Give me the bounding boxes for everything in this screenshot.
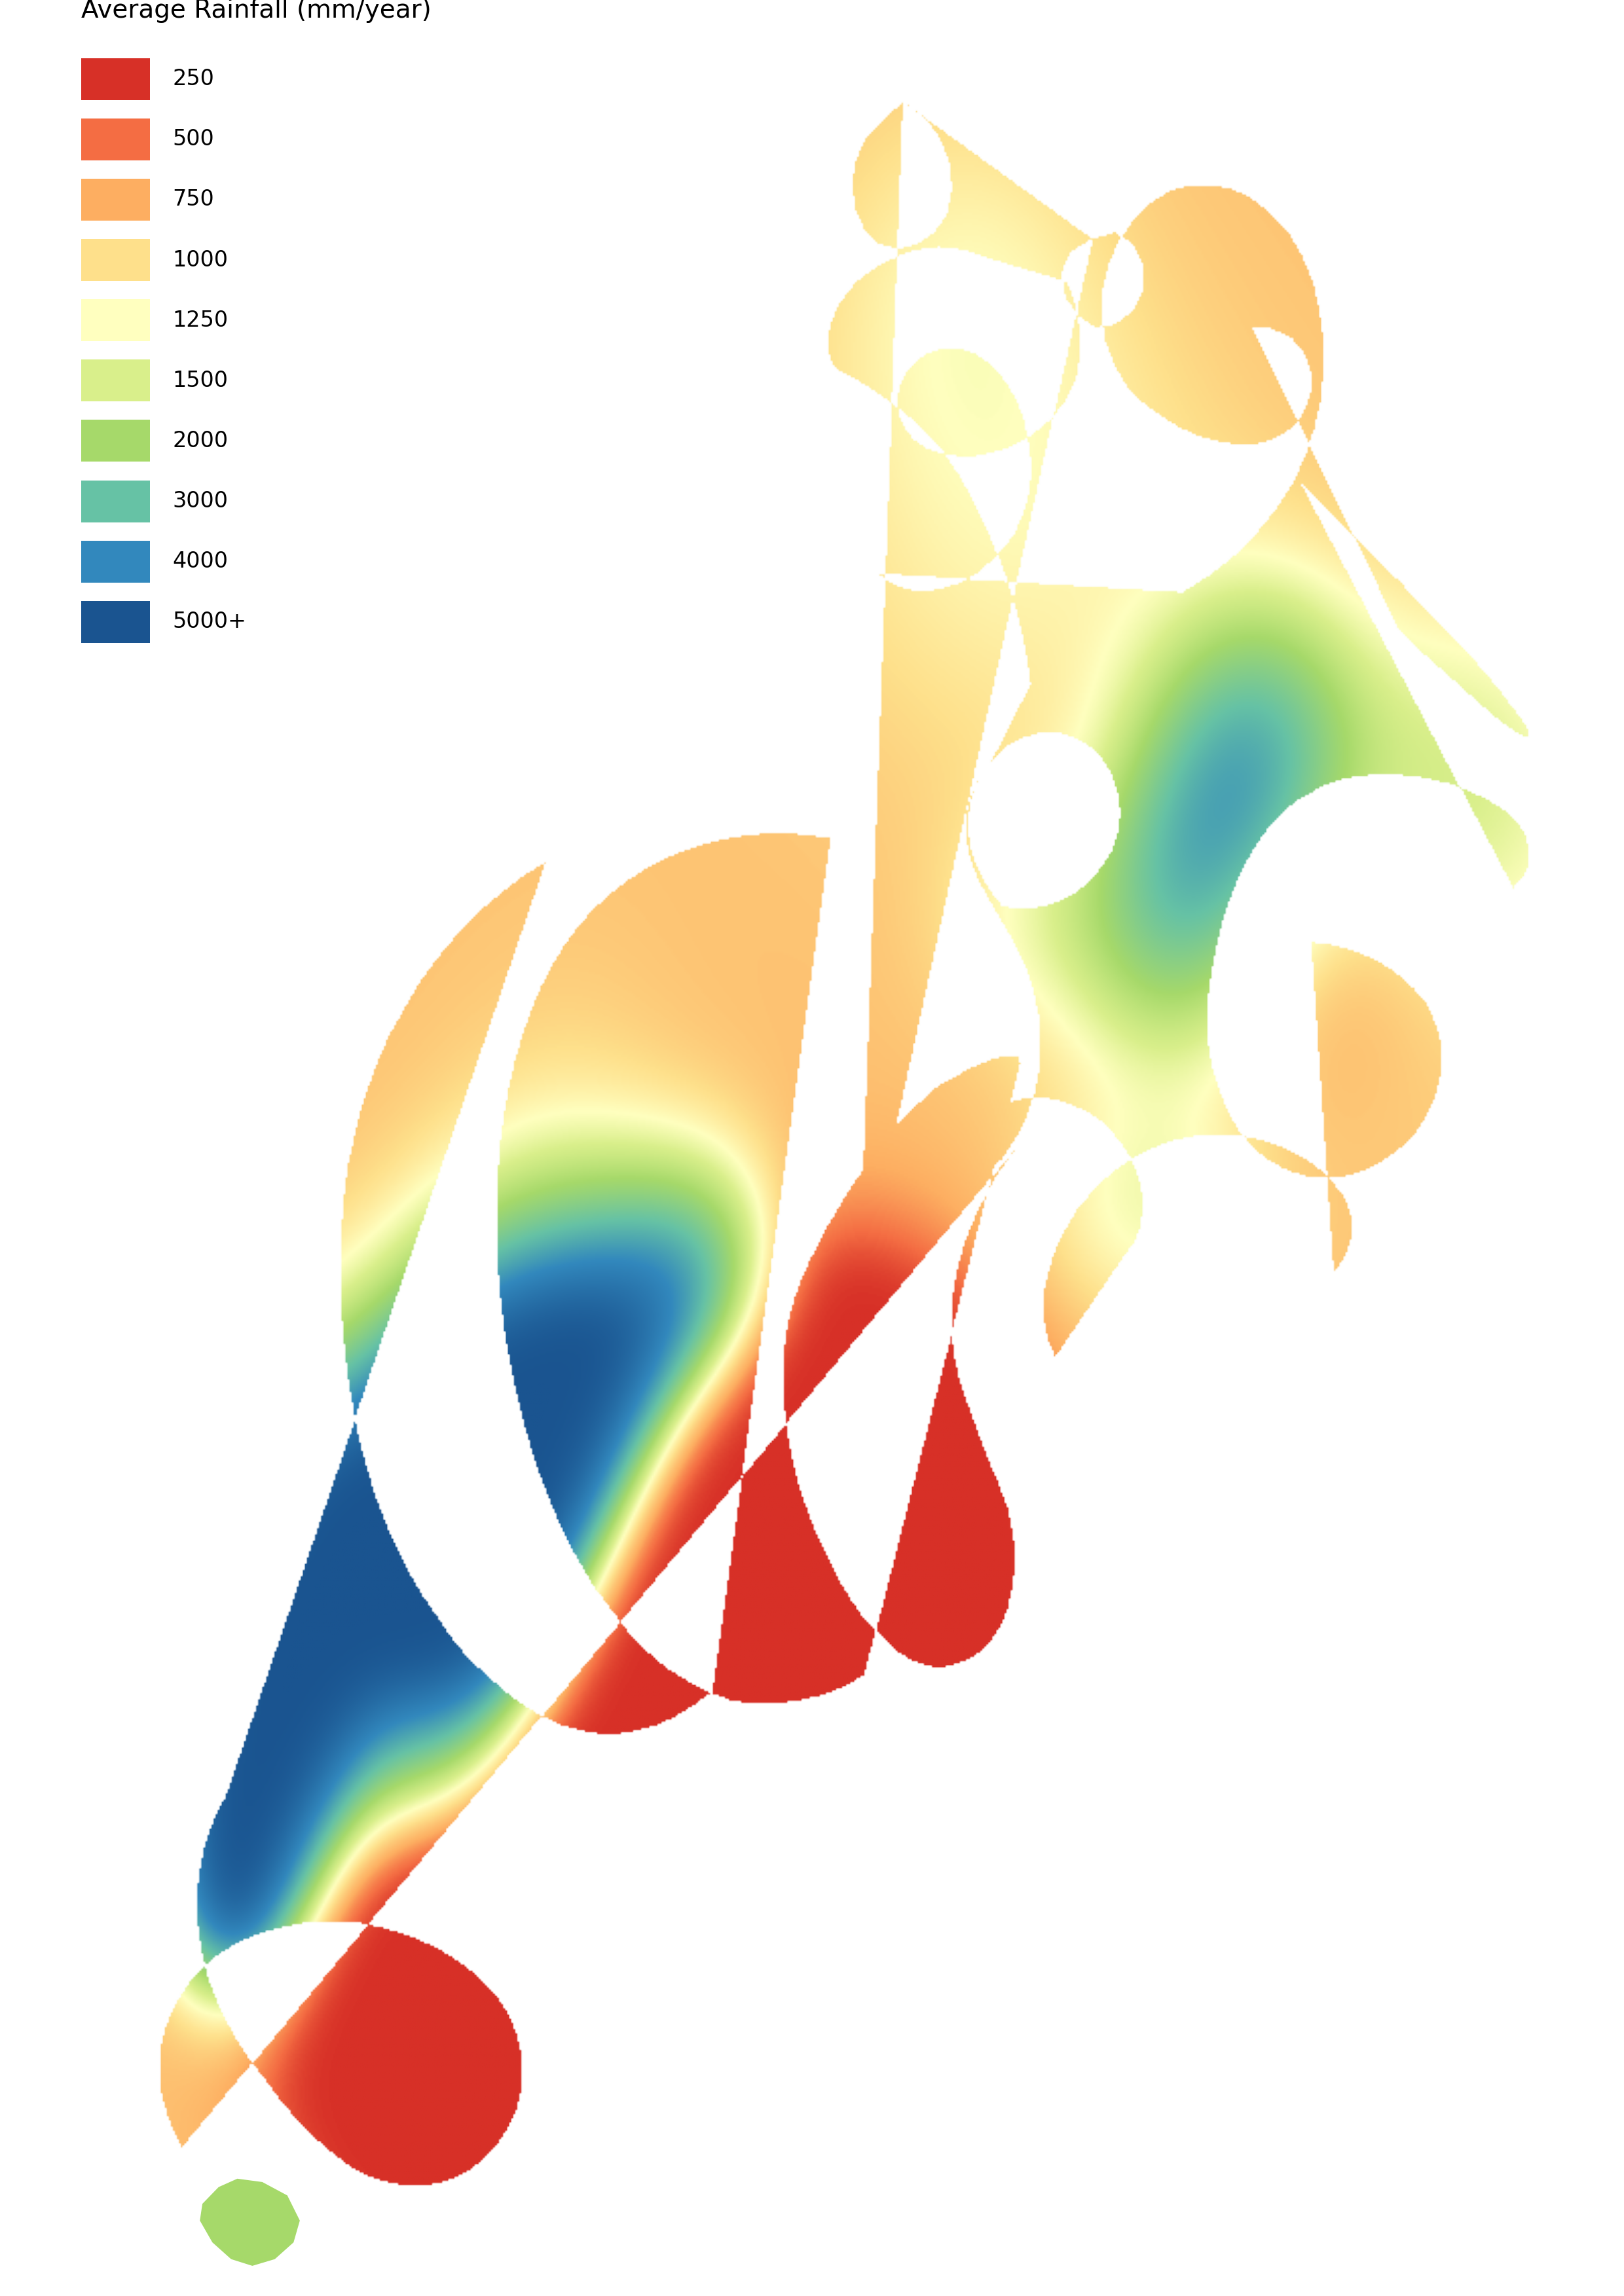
Text: 4000: 4000 bbox=[172, 551, 227, 572]
Text: 750: 750 bbox=[172, 188, 214, 211]
Text: Average Rainfall (mm/year): Average Rainfall (mm/year) bbox=[81, 0, 432, 23]
Bar bbox=[81, 239, 149, 280]
Text: 3000: 3000 bbox=[172, 491, 227, 512]
Bar bbox=[81, 602, 149, 643]
Bar bbox=[81, 540, 149, 583]
Bar bbox=[81, 360, 149, 402]
Text: 1500: 1500 bbox=[172, 370, 227, 390]
Text: 500: 500 bbox=[172, 129, 214, 149]
Text: 2000: 2000 bbox=[172, 429, 227, 452]
Polygon shape bbox=[200, 2179, 300, 2266]
Text: 5000+: 5000+ bbox=[172, 611, 247, 634]
Bar bbox=[81, 420, 149, 461]
Text: 1250: 1250 bbox=[172, 310, 227, 331]
Bar bbox=[81, 298, 149, 342]
Bar bbox=[81, 480, 149, 521]
Bar bbox=[81, 119, 149, 161]
Bar bbox=[81, 57, 149, 101]
Bar bbox=[81, 179, 149, 220]
Text: 1000: 1000 bbox=[172, 250, 227, 271]
Text: 250: 250 bbox=[172, 69, 214, 90]
